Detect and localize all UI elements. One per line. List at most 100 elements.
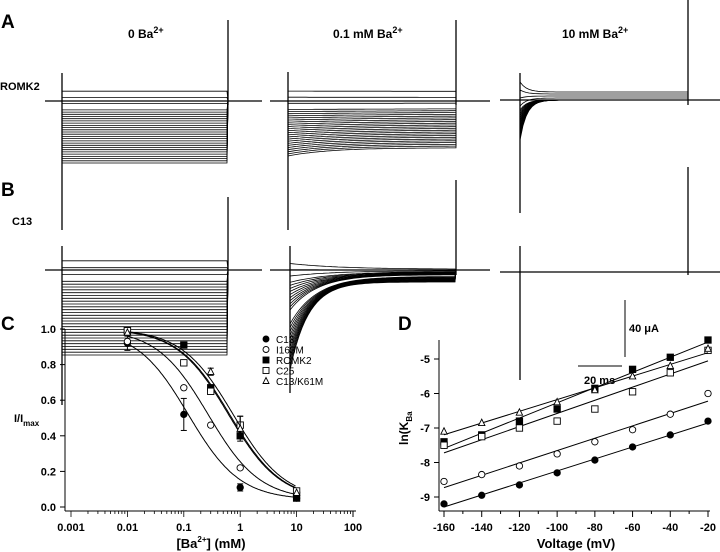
x-tick-label: 100: [344, 522, 362, 534]
row-label-romk2: ROMK2: [0, 81, 40, 93]
current-trace: [61, 89, 229, 102]
current-trace: [61, 100, 229, 142]
data-point: [292, 488, 301, 496]
data-point: [666, 410, 674, 418]
current-trace: [287, 101, 457, 123]
current-trace: [287, 101, 457, 148]
x-axis-label: Voltage (mV): [537, 536, 616, 551]
row-label-c13: C13: [12, 216, 32, 228]
current-trace: [61, 100, 229, 157]
data-point: [515, 424, 524, 432]
series-romk2: [123, 327, 301, 502]
current-trace: [287, 101, 457, 112]
current-trace: [519, 99, 688, 125]
current-trace: [61, 100, 229, 162]
current-trace: [519, 99, 688, 121]
data-point: [440, 477, 448, 486]
x-tick-label: 0.001: [57, 522, 85, 534]
panel-label-b: B: [1, 180, 15, 201]
y-tick-label: 1.0: [41, 324, 56, 336]
condition-header-0: 0 Ba2+: [128, 25, 164, 41]
x-tick-label: -60: [625, 522, 641, 534]
current-trace: [287, 101, 457, 121]
data-point: [553, 397, 562, 406]
current-trace: [61, 269, 229, 302]
y-tick-label: -8: [420, 458, 430, 470]
data-point: [666, 361, 675, 370]
panel-label-d: D: [398, 314, 412, 335]
data-point: [262, 376, 270, 384]
current-trace: [61, 100, 229, 120]
current-trace: [519, 80, 689, 100]
fit-curve: [127, 335, 296, 495]
series-c13-k61m: [440, 343, 712, 436]
legend-entry: ROMK2: [276, 356, 312, 367]
current-trace: [519, 99, 688, 127]
current-trace: [61, 100, 229, 124]
series-c13: [123, 335, 301, 502]
series-i163m: [440, 389, 712, 489]
legend-entry: I163M: [276, 346, 304, 357]
fit-line: [443, 352, 709, 436]
current-trace: [287, 101, 457, 157]
data-point: [704, 343, 712, 352]
current-trace: [61, 100, 229, 144]
condition-header-1: 0.1 mM Ba2+: [333, 25, 403, 41]
x-tick-label: -100: [546, 522, 568, 534]
current-trace: [61, 269, 229, 330]
current-trace: [289, 266, 457, 277]
current-trace: [287, 101, 457, 138]
fit-line: [443, 360, 709, 454]
current-trace: [287, 101, 457, 155]
data-point: [236, 423, 245, 432]
fit-curve: [127, 331, 296, 487]
y-tick-label: 0.6: [41, 395, 56, 407]
x-axis-label: [Ba2+] (mM): [176, 535, 245, 551]
data-point: [628, 388, 637, 396]
data-point: [515, 407, 524, 416]
current-trace: [61, 269, 229, 311]
current-trace: [287, 101, 457, 119]
current-trace: [61, 100, 229, 155]
data-point: [628, 443, 637, 451]
fit-line: [443, 341, 709, 449]
current-trace: [289, 262, 456, 271]
data-point: [515, 462, 524, 470]
current-trace: [287, 101, 457, 153]
current-trace: [519, 89, 689, 100]
y-tick-label: -9: [420, 492, 430, 504]
y-tick-label: 0.4: [41, 431, 57, 443]
current-trace: [61, 269, 229, 342]
current-trace: [61, 100, 229, 117]
fit-line: [443, 400, 709, 489]
data-point: [704, 389, 712, 398]
current-trace: [519, 99, 688, 139]
data-point: [591, 405, 599, 413]
data-point: [440, 441, 448, 449]
data-point: [207, 421, 215, 429]
current-trace: [61, 100, 229, 148]
current-trace: [61, 269, 229, 291]
current-trace: [61, 269, 229, 336]
current-trace: [287, 101, 457, 151]
y-tick-label: -5: [420, 354, 430, 366]
current-trace: [61, 100, 229, 133]
current-trace: [61, 93, 229, 102]
current-trace: [519, 99, 688, 114]
panel-label-a: A: [1, 12, 15, 33]
data-point: [440, 426, 448, 435]
data-point: [591, 456, 599, 464]
x-tick-label: 0.01: [117, 522, 138, 534]
current-traces: [45, 0, 720, 405]
data-point: [553, 417, 561, 425]
y-tick-label: -7: [420, 423, 430, 435]
x-tick-label: 0.1: [176, 522, 191, 534]
current-trace: [287, 101, 457, 129]
current-trace: [61, 100, 229, 131]
data-point: [236, 464, 244, 472]
current-trace: [61, 269, 229, 294]
data-point: [590, 385, 599, 394]
current-trace: [61, 269, 229, 347]
current-trace: [61, 269, 229, 333]
data-point: [206, 367, 215, 375]
